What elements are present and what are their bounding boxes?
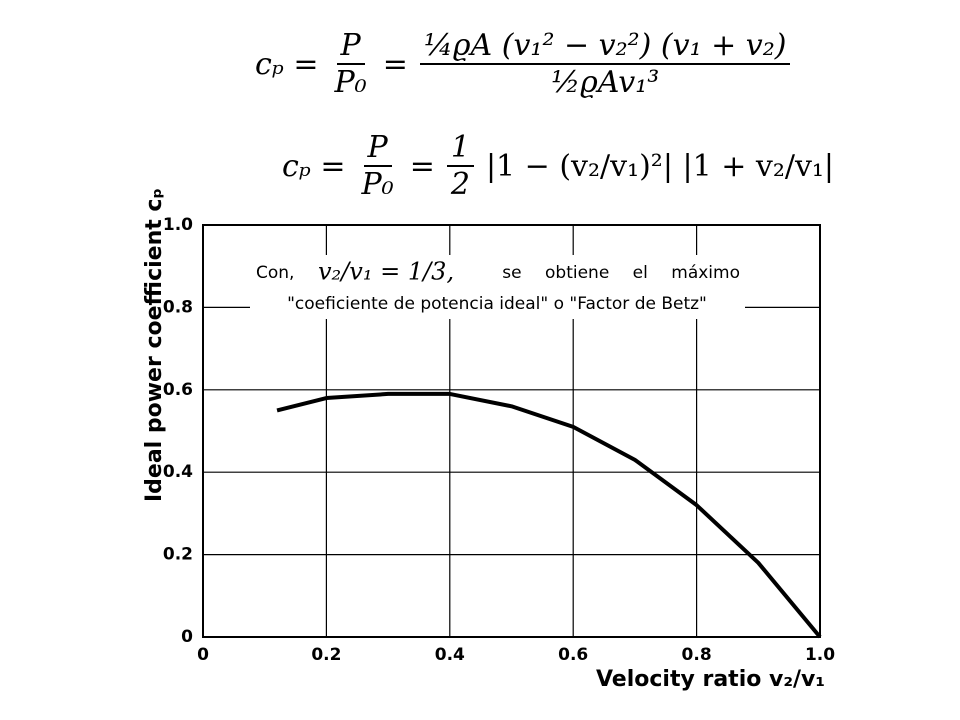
- denominator: P₀: [361, 167, 394, 202]
- equals: =: [409, 148, 435, 184]
- y-tick-label: 0.6: [163, 380, 193, 400]
- denominator: ½ϱAv₁³: [551, 65, 660, 100]
- x-tick-label: 0.2: [311, 645, 341, 665]
- x-tick-label: 0: [197, 645, 209, 665]
- x-tick-label: 0.4: [435, 645, 465, 665]
- y-tick-label: 0: [181, 627, 193, 647]
- fraction: P P₀: [357, 130, 397, 202]
- x-tick-label: 0.6: [558, 645, 588, 665]
- numerator: ¼ϱA (v₁² − v₂²) (v₁ + v₂): [419, 28, 791, 65]
- annotation-box: [250, 255, 745, 319]
- y-tick-label: 0.4: [163, 462, 193, 482]
- denominator: 2: [450, 167, 470, 202]
- formula-rest: |1 − (v₂/v₁)²| |1 + v₂/v₁|: [485, 148, 835, 184]
- fraction: ¼ϱA (v₁² − v₂²) (v₁ + v₂) ½ϱAv₁³: [419, 28, 791, 100]
- y-tick-label: 0.8: [163, 297, 193, 317]
- numerator: P: [363, 130, 392, 167]
- y-axis-label: Ideal power coefficient cₚ: [142, 188, 167, 502]
- annotation-text: se obtiene el máximo: [502, 263, 740, 283]
- formula: cₚ = P P₀ = ¼ϱA (v₁² − v₂²) (v₁ + v₂) ½ϱAv…: [255, 28, 791, 100]
- fraction: P P₀: [330, 28, 370, 100]
- plot-frame: [202, 224, 821, 638]
- x-tick-label: 0.8: [682, 645, 712, 665]
- denominator: P₀: [334, 65, 367, 100]
- numerator: 1: [446, 130, 474, 167]
- y-tick-label: 1.0: [163, 215, 193, 235]
- y-tick-label: 0.2: [163, 545, 193, 565]
- formula-lhs: cₚ =: [282, 148, 346, 184]
- annotation-text: Con,: [256, 263, 294, 283]
- x-tick-label: 1.0: [805, 645, 835, 665]
- numerator: P: [336, 28, 365, 65]
- equals: =: [382, 46, 408, 82]
- line: [276, 391, 822, 639]
- annotation-formula: v₂/v₁ = 1/3,: [318, 258, 454, 286]
- formula-lhs: cₚ =: [255, 46, 319, 82]
- annotation-text: "coeficiente de potencia ideal" o "Facto…: [287, 294, 707, 314]
- x-axis-label: Velocity ratio v₂/v₁: [596, 667, 825, 692]
